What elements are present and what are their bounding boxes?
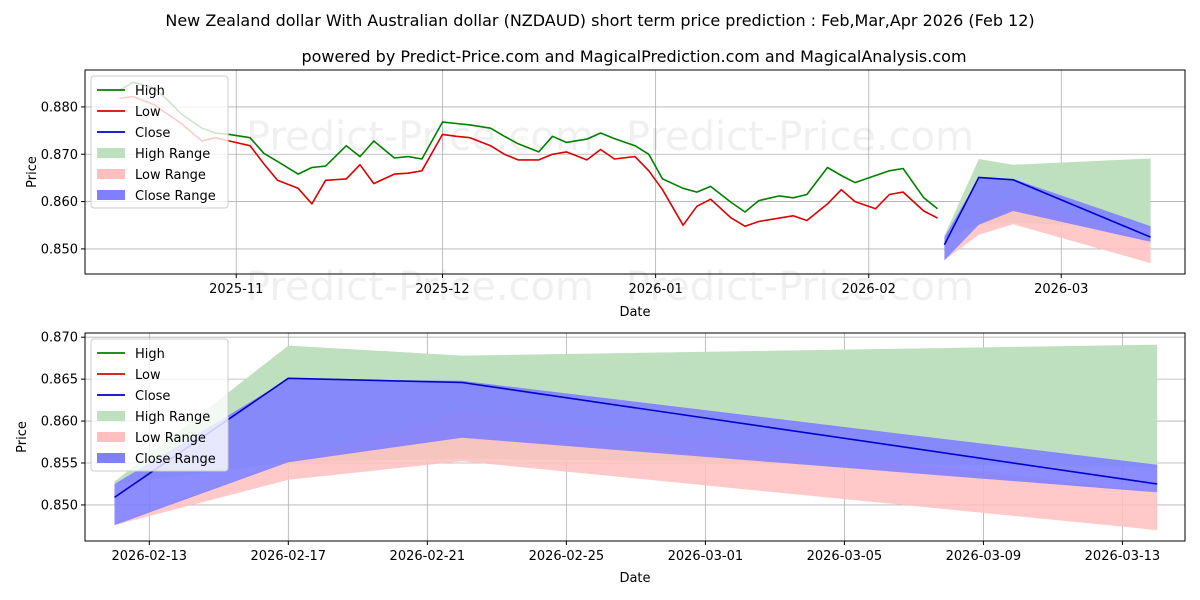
x-tick-label: 2026-02-25 bbox=[529, 549, 605, 564]
y-tick-label: 0.850 bbox=[41, 498, 78, 513]
legend-label: High bbox=[135, 347, 165, 362]
legend-box bbox=[90, 338, 229, 472]
legend-label: Close Range bbox=[135, 189, 216, 204]
legend-swatch bbox=[97, 453, 125, 463]
high-series-line bbox=[118, 81, 938, 213]
chart-subtitle: powered by Predict-Price.com and Magical… bbox=[301, 47, 966, 66]
legend-label: High Range bbox=[135, 147, 210, 162]
legend: High Low Close High Range Low Range Close Ran… bbox=[90, 338, 229, 472]
x-tick-label: 2026-03-01 bbox=[668, 549, 744, 564]
x-tick-label: 2025-11 bbox=[209, 282, 263, 297]
x-tick-label: 2026-02 bbox=[842, 282, 896, 297]
legend-swatch bbox=[97, 190, 125, 200]
watermark: Predict-Price.com bbox=[626, 114, 974, 160]
legend: High Low Close High Range Low Range Close Ran… bbox=[90, 75, 229, 209]
y-tick-label: 0.850 bbox=[41, 242, 78, 257]
x-tick-label: 2026-03-09 bbox=[946, 549, 1022, 564]
y-tick-label: 0.880 bbox=[41, 100, 78, 115]
watermark: Predict-Price.com bbox=[626, 264, 974, 310]
legend-label: High Range bbox=[135, 410, 210, 425]
legend-swatch bbox=[97, 411, 125, 421]
axes-frame bbox=[84, 69, 1186, 275]
legend-swatch bbox=[97, 148, 125, 158]
plot-area bbox=[118, 81, 1151, 264]
legend-label: Close bbox=[135, 389, 170, 404]
plot-area bbox=[114, 344, 1158, 531]
watermark: Predict-Price.com bbox=[246, 264, 594, 310]
forecast-panel: Predict-Price.comPredict-Price.com2026-0… bbox=[15, 331, 1186, 586]
low-series-line bbox=[119, 95, 938, 227]
x-tick-label: 2026-03-05 bbox=[807, 549, 883, 564]
legend-label: Low bbox=[135, 368, 161, 383]
watermark: Predict-Price.com bbox=[246, 114, 594, 160]
y-axis-label: Price bbox=[15, 421, 30, 453]
legend-label: Close bbox=[135, 126, 170, 141]
y-tick-label: 0.870 bbox=[41, 148, 78, 163]
y-tick-label: 0.860 bbox=[41, 195, 78, 210]
x-axis-label: Date bbox=[619, 305, 650, 320]
history-panel: Predict-Price.com Predict-Price.com Predic… bbox=[25, 69, 1186, 320]
x-tick-label: 2026-02-13 bbox=[112, 549, 188, 564]
y-tick-label: 0.855 bbox=[41, 457, 78, 472]
close-series-line bbox=[943, 176, 1151, 246]
chart-title: New Zealand dollar With Australian dolla… bbox=[165, 11, 1034, 30]
legend-label: Low Range bbox=[135, 168, 206, 183]
x-tick-label: 2025-12 bbox=[415, 282, 469, 297]
x-axis-label: Date bbox=[619, 571, 650, 586]
x-tick-label: 2026-02-21 bbox=[390, 549, 466, 564]
y-tick-label: 0.870 bbox=[41, 331, 78, 346]
legend-label: Close Range bbox=[135, 452, 216, 467]
x-tick-label: 2026-03 bbox=[1034, 282, 1088, 297]
x-tick-label: 2026-01 bbox=[628, 282, 682, 297]
y-axis-label: Price bbox=[25, 156, 40, 188]
legend-box bbox=[90, 75, 229, 209]
legend-swatch bbox=[97, 432, 125, 442]
legend-label: High bbox=[135, 84, 165, 99]
legend-label: Low Range bbox=[135, 431, 206, 446]
legend-swatch bbox=[97, 169, 125, 179]
axes-frame bbox=[84, 332, 1186, 542]
legend-label: Low bbox=[135, 105, 161, 120]
x-tick-label: 2026-02-17 bbox=[251, 549, 327, 564]
y-tick-label: 0.860 bbox=[41, 415, 78, 430]
x-tick-label: 2026-03-13 bbox=[1085, 549, 1161, 564]
y-tick-label: 0.865 bbox=[41, 373, 78, 388]
close-range-band bbox=[944, 177, 1151, 261]
close-range-band bbox=[114, 379, 1158, 526]
